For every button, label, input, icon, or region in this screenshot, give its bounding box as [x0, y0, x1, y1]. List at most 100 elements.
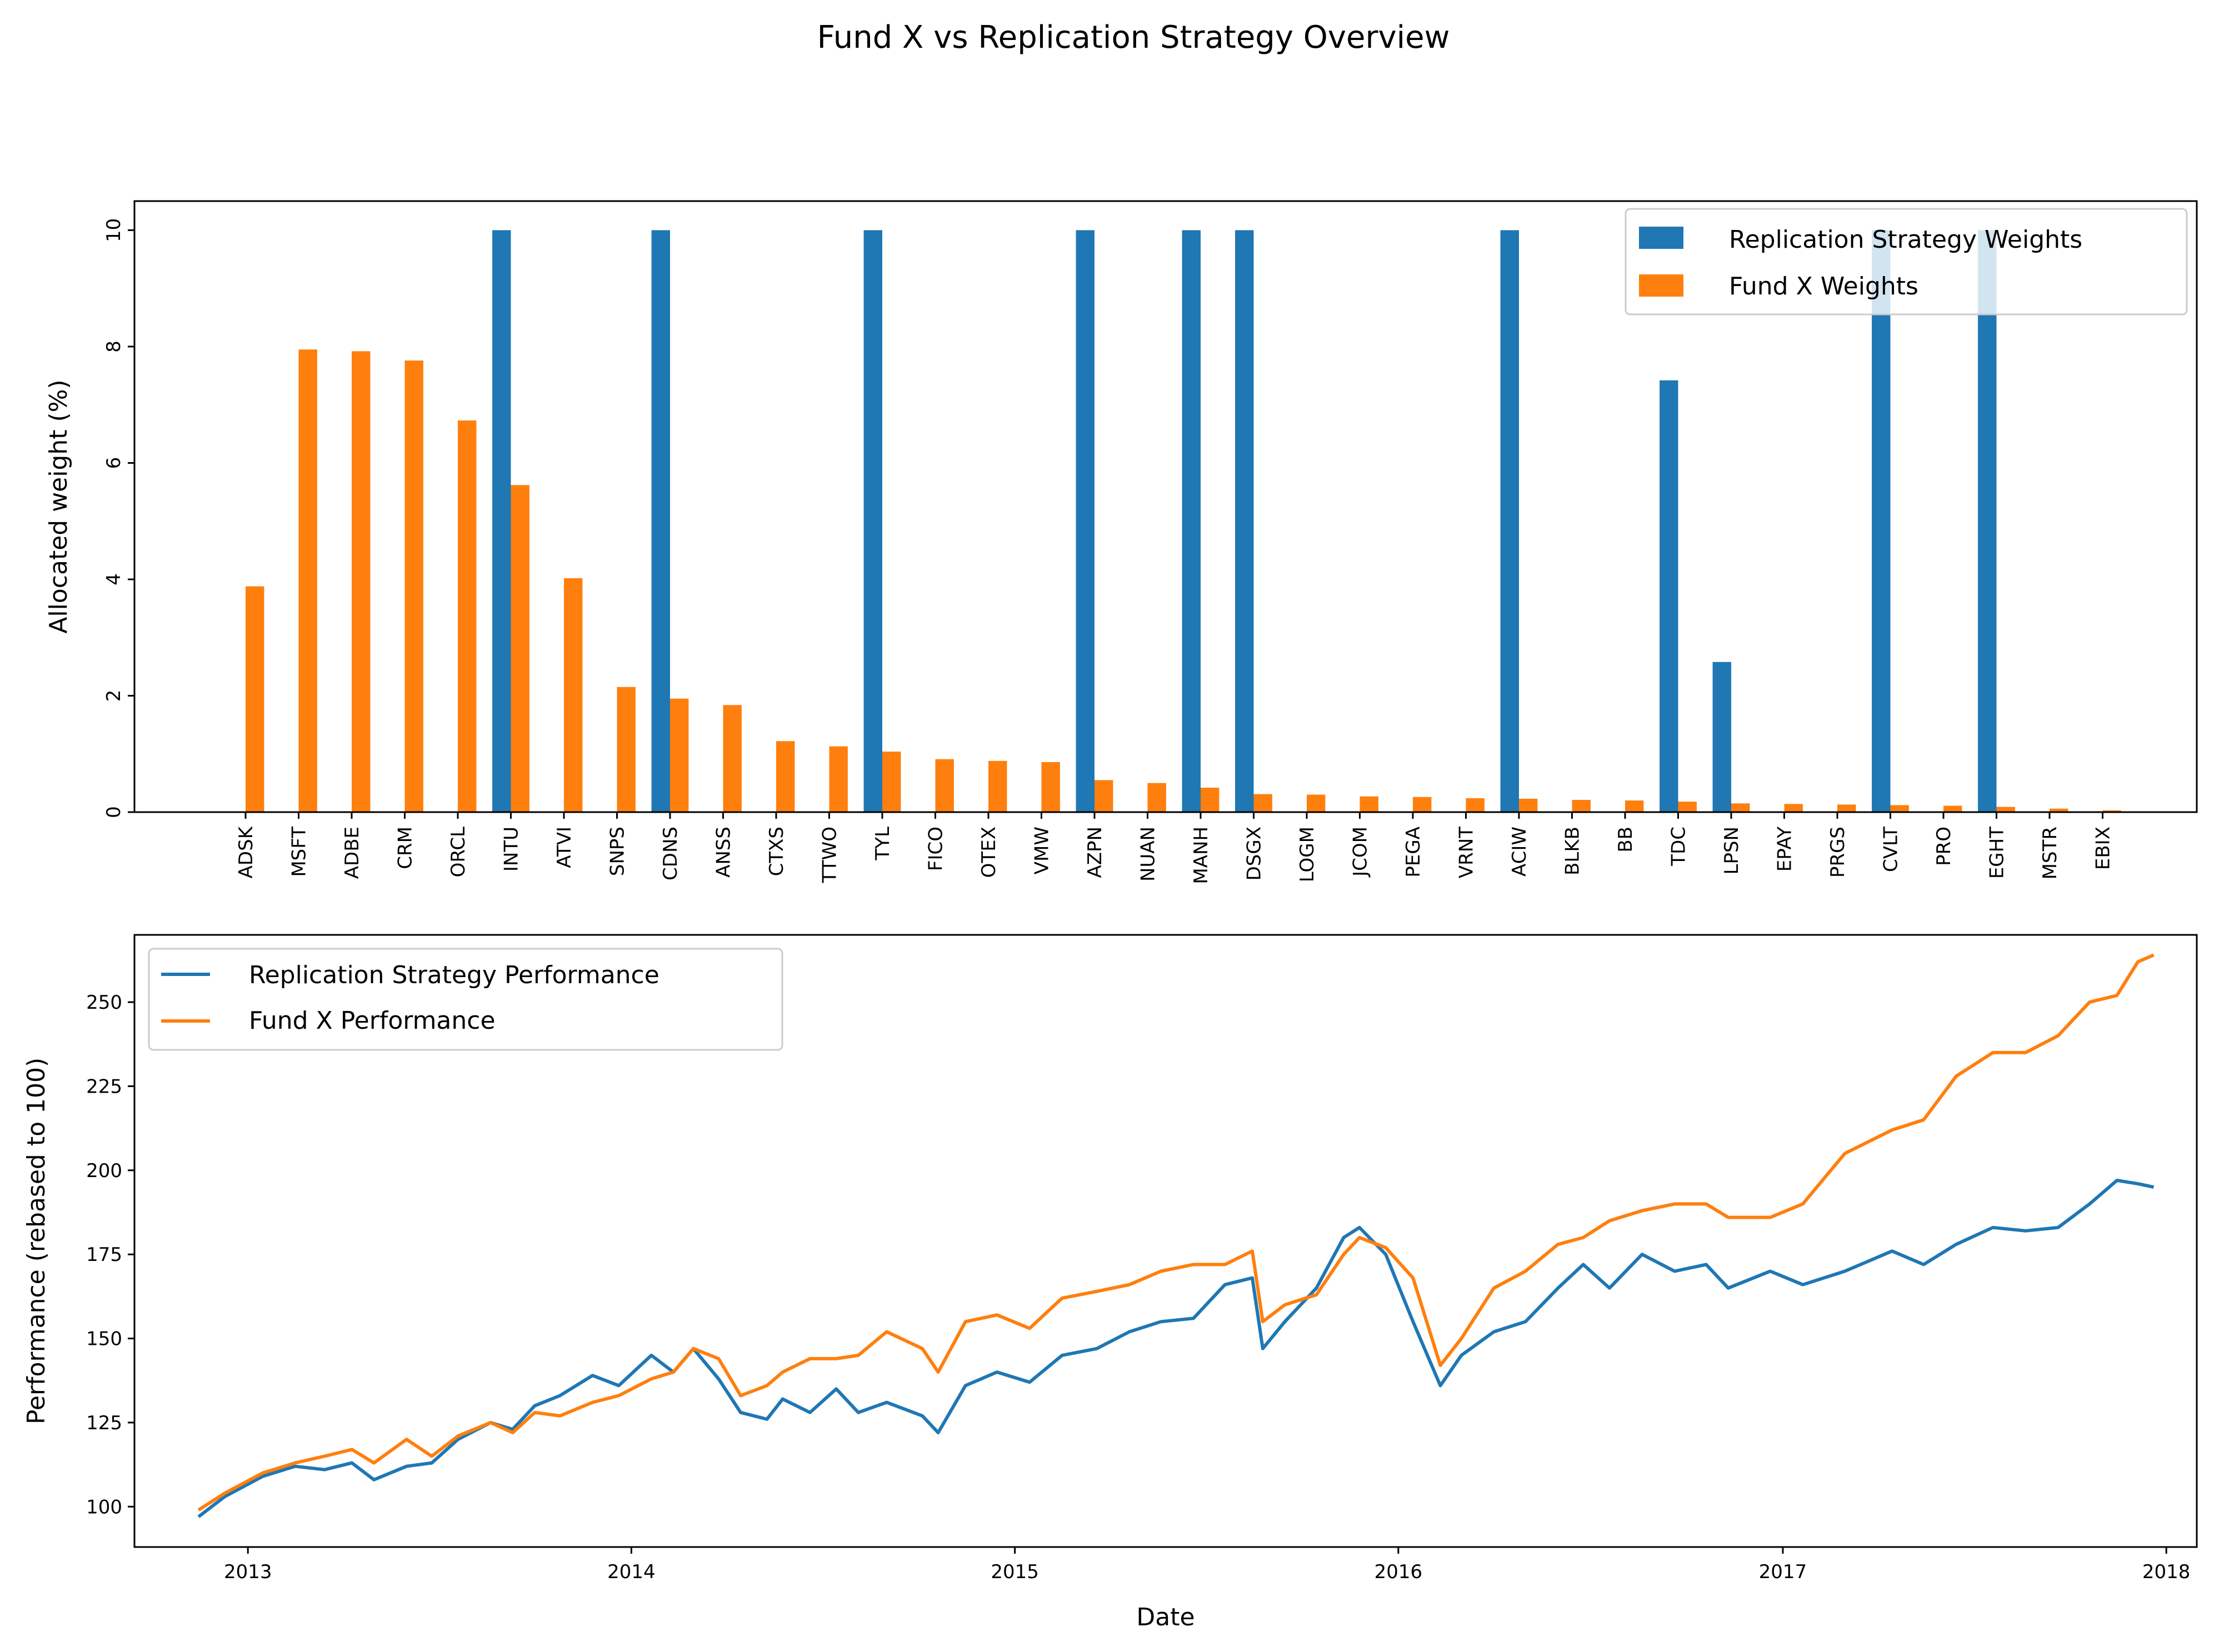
category-label-orcl: ORCL [447, 827, 469, 877]
performance-legend-box [148, 948, 783, 1051]
fund-weight-bar-vrnt [1466, 798, 1485, 812]
weights-chart: 0 2 4 6 8 10 ADSK MSFT ADBE CRM ORCL INTU ATVI SNPS C… [44, 200, 2198, 884]
fund-weight-bar-pro [1943, 805, 1962, 812]
weights-y-tick-label: 6 [103, 457, 125, 469]
category-label-azpn: AZPN [1084, 827, 1106, 878]
performance-chart: 100 125 150 175 200 225 250 2013 2014 2015 2016 20… [22, 934, 2198, 1631]
fund-weight-bar-prgs [1837, 804, 1856, 812]
category-label-blkb: BLKB [1562, 827, 1584, 875]
fund-weight-bar-orcl [458, 420, 477, 812]
replication-weight-bar-aciw [1500, 230, 1519, 812]
weights-y-tick-label: 10 [103, 218, 125, 242]
performance-frame [133, 934, 2198, 1548]
category-label-fico: FICO [925, 827, 947, 871]
category-label-pro: PRO [1933, 827, 1955, 866]
category-label-atvi: ATVI [553, 827, 576, 868]
category-label-ebix: EBIX [2092, 827, 2115, 870]
fund-weight-bar-snps [617, 687, 636, 812]
performance-legend: Replication Strategy Performance Fund X … [148, 948, 783, 1051]
fund-weight-bar-vmw [1041, 762, 1060, 812]
fund-weight-bar-adsk [246, 586, 264, 812]
weights-y-tick-label: 2 [103, 690, 125, 702]
performance-y-tick-label: 200 [86, 1160, 122, 1182]
fund-weight-bar-eght [1996, 807, 2015, 812]
performance-y-tick-label: 225 [86, 1075, 122, 1098]
replication-weight-bar-azpn [1076, 230, 1094, 812]
legend-label-fund-perf: Fund X Performance [249, 1007, 496, 1035]
fund-weight-bar-jcom [1360, 796, 1378, 812]
performance-x-tick-label: 2015 [991, 1561, 1039, 1583]
legend-label-fund: Fund X Weights [1729, 272, 1918, 301]
category-label-bb: BB [1615, 827, 1637, 853]
fund-weight-bar-cdns [670, 698, 689, 812]
replication-weight-bar-cvlt [1872, 230, 1891, 812]
fund-performance-line [197, 953, 2155, 1511]
replication-weight-bar-tdc [1660, 380, 1678, 812]
performance-x-tick-label: 2014 [607, 1561, 656, 1583]
category-label-lpsn: LPSN [1721, 827, 1743, 874]
fund-weight-bar-otex [988, 760, 1007, 812]
category-label-ttwo: TTWO [819, 827, 841, 883]
fund-weight-bar-dsgx [1253, 794, 1272, 812]
weights-frame [133, 200, 2198, 813]
performance-x-tick-label: 2013 [224, 1561, 272, 1583]
legend-label-replication: Replication Strategy Weights [1729, 226, 2082, 254]
weights-y-label: Allocated weight (%) [44, 379, 73, 633]
fund-weight-bar-tdc [1678, 802, 1697, 812]
fund-weight-bar-mstr [2050, 808, 2068, 812]
category-label-vmw: VMW [1031, 827, 1053, 874]
replication-weight-bar-lpsn [1712, 662, 1731, 812]
fund-weight-bar-epay [1784, 804, 1803, 812]
category-label-manh: MANH [1190, 827, 1212, 884]
weights-y-tick-label: 8 [103, 341, 125, 353]
replication-weight-bar-manh [1182, 230, 1201, 812]
replication-weight-bar-intu [492, 230, 511, 812]
replication-weight-bar-eght [1978, 230, 1997, 812]
fund-weight-bar-bb [1625, 800, 1644, 812]
category-label-eght: EGHT [1986, 827, 2008, 879]
performance-y-tick-label: 150 [86, 1328, 122, 1350]
fund-weight-bar-msft [298, 349, 317, 812]
performance-y-tick-label: 175 [86, 1244, 122, 1266]
weights-y-tick-label: 0 [103, 806, 125, 818]
fund-weight-bar-atvi [564, 578, 583, 812]
category-label-aciw: ACIW [1508, 827, 1531, 877]
fund-weight-bar-tyl [882, 752, 901, 812]
category-label-adbe: ADBE [341, 827, 363, 879]
category-label-jcom: JCOM [1350, 827, 1372, 878]
category-label-prgs: PRGS [1827, 827, 1849, 878]
replication-weight-bar-dsgx [1235, 230, 1254, 812]
performance-y-label: Performance (rebased to 100) [22, 1058, 51, 1424]
category-label-snps: SNPS [607, 827, 629, 876]
legend-swatch-fund [1639, 274, 1683, 297]
fund-weight-bar-manh [1201, 788, 1220, 812]
performance-y-tick-label: 250 [86, 992, 122, 1014]
fund-weight-bar-ttwo [829, 746, 848, 812]
category-label-pega: PEGA [1402, 827, 1425, 878]
replication-weight-bar-tyl [863, 230, 882, 812]
category-label-msft: MSFT [288, 827, 311, 877]
fund-weight-bar-anss [723, 705, 742, 812]
fund-weight-bar-ctxs [776, 741, 795, 812]
category-label-ctxs: CTXS [766, 827, 788, 876]
category-label-adsk: ADSK [235, 825, 257, 878]
category-label-intu: INTU [501, 827, 523, 872]
performance-x-tick-label: 2016 [1375, 1561, 1423, 1583]
fund-weight-bar-ebix [2102, 810, 2121, 812]
category-label-logm: LOGM [1296, 827, 1318, 882]
fund-weight-bar-adbe [352, 351, 371, 812]
category-label-otex: OTEX [978, 827, 1000, 878]
fund-weight-bar-cvlt [1890, 805, 1909, 812]
category-label-nuan: NUAN [1137, 827, 1160, 882]
category-label-vrnt: VRNT [1456, 827, 1478, 878]
legend-label-replication-perf: Replication Strategy Performance [249, 961, 659, 989]
fund-weight-bar-intu [511, 485, 529, 812]
category-label-crm: CRM [394, 827, 417, 869]
category-label-anss: ANSS [713, 827, 735, 878]
performance-y-tick-label: 100 [86, 1496, 122, 1518]
category-label-tdc: TDC [1668, 827, 1690, 867]
weights-legend-box [1625, 208, 2188, 316]
fund-weight-bar-crm [404, 361, 423, 812]
category-label-epay: EPAY [1774, 827, 1796, 872]
